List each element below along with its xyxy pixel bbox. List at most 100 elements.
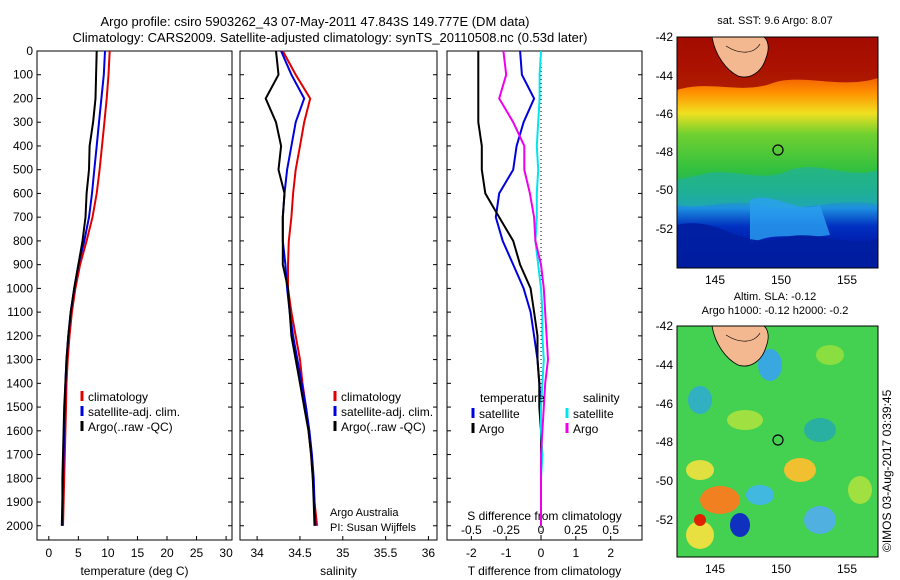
sla-xtick: 155 [837, 562, 857, 576]
sst-xtick: 155 [837, 273, 857, 287]
legend-label: Argo [479, 422, 505, 436]
xtick-top-label: 0.25 [564, 523, 588, 537]
depth-tick-label: 500 [13, 163, 33, 177]
xaxis-label: salinity [320, 564, 357, 578]
depth-tick-label: 1300 [6, 353, 33, 367]
xtick-top-label: 0.5 [602, 523, 619, 537]
legend-label: Argo [573, 422, 599, 436]
profile-panel-1: 34 34.5 35 35.5 36 salinity climatologysatelli… [239, 50, 438, 578]
xtick-label: 1 [572, 546, 579, 560]
tasmania-landmass [711, 37, 769, 78]
sst-map-frame [676, 36, 879, 269]
series-line-argorawqc [264, 50, 316, 526]
xtick-label: 2 [607, 546, 614, 560]
depth-tick-label: 2000 [6, 519, 33, 533]
legend-label: satellite [573, 407, 614, 421]
sla-map-frame [676, 325, 879, 558]
sla-ytick: -42 [656, 319, 674, 333]
depth-tick-label: 1800 [6, 471, 33, 485]
depth-tick-label: 800 [13, 234, 33, 248]
xaxis-top-label: S difference from climatology [467, 509, 622, 523]
sla-ytick: -48 [656, 435, 674, 449]
xtick-label: 0 [45, 546, 52, 560]
depth-tick-label: 1000 [6, 281, 33, 295]
profile-panel-2: -2 -1 0 1 2 T difference from climatology -0.5… [446, 50, 643, 578]
depth-tick-label: 700 [13, 210, 33, 224]
legend-label: satellite [479, 407, 520, 421]
sla-ytick: -46 [656, 397, 674, 411]
depth-tick-label: 300 [13, 115, 33, 129]
figure-title-line1: Argo profile: csiro 5903262_43 07-May-20… [100, 14, 529, 29]
legend-label: climatology [88, 390, 148, 404]
sst-ytick: -46 [656, 107, 674, 121]
depth-tick-label: 1600 [6, 424, 33, 438]
sst-xtick: 150 [771, 273, 791, 287]
depth-tick-label: 900 [13, 258, 33, 272]
xaxis-label: T difference from climatology [468, 564, 622, 578]
depth-tick-label: 1700 [6, 448, 33, 462]
sst-ytick: -48 [656, 145, 674, 159]
profile-plots: 0100200300400500600700800900100011001200… [6, 44, 643, 578]
depth-tick-label: 100 [13, 68, 33, 82]
depth-tick-label: 600 [13, 186, 33, 200]
legend-label: climatology [341, 390, 401, 404]
argo-location-marker [772, 434, 784, 446]
sst-map-title: sat. SST: 9.6 Argo: 8.07 [717, 15, 833, 27]
sst-xtick: 145 [705, 273, 725, 287]
imos-watermark: ©IMOS 03-Aug-2017 03:39:45 [880, 389, 894, 552]
sla-xtick: 145 [705, 562, 725, 576]
depth-tick-label: 400 [13, 139, 33, 153]
depth-tick-label: 1200 [6, 329, 33, 343]
sst-map: sat. SST: 9.6 Argo: 8.07 -42 -44 -46 -48… [656, 15, 879, 287]
plot-frame [36, 50, 233, 541]
sla-map: Altim. SLA: -0.12 Argo h1000: -0.12 h200… [656, 291, 879, 576]
xtick-label: 30 [219, 546, 233, 560]
legend-label: Argo(..raw -QC) [341, 420, 426, 434]
plot-frame [239, 50, 438, 541]
xtick-label: 36 [422, 546, 436, 560]
sla-xtick: 150 [771, 562, 791, 576]
pi-text: PI: Susan Wijffels [330, 522, 416, 534]
sst-ytick: -50 [656, 183, 674, 197]
xtick-label: 15 [131, 546, 145, 560]
figure-title-line2: Climatology: CARS2009. Satellite-adjuste… [73, 30, 588, 45]
xtick-label: 35 [336, 546, 350, 560]
xtick-top-label: 0 [538, 523, 545, 537]
sla-ytick: -44 [656, 358, 674, 372]
sst-ytick: -52 [656, 222, 674, 236]
sst-ytick: -44 [656, 69, 674, 83]
depth-tick-label: 200 [13, 91, 33, 105]
profile-panel-0: 0 100 200 300 400 500 600 700 800 900 1000 1100 1200… [6, 44, 233, 578]
xtick-label: -2 [466, 546, 477, 560]
depth-tick-label: 1500 [6, 400, 33, 414]
sla-map-title: Altim. SLA: -0.12 [734, 291, 817, 303]
sla-ytick: -52 [656, 513, 674, 527]
legend-label: satellite-adj. clim. [341, 405, 433, 419]
xtick-label: 34 [250, 546, 264, 560]
xtick-label: 25 [190, 546, 204, 560]
xtick-label: 5 [75, 546, 82, 560]
xtick-top-label: -0.25 [493, 523, 521, 537]
series-line-argo [498, 50, 550, 526]
series-line-argorawqc [60, 50, 98, 526]
legend-header-temperature: temperature [480, 391, 545, 405]
legend-label: satellite-adj. clim. [88, 405, 180, 419]
xtick-label: -1 [501, 546, 512, 560]
sla-ytick: -50 [656, 474, 674, 488]
depth-tick-label: 1900 [6, 495, 33, 509]
xtick-label: 0 [538, 546, 545, 560]
depth-tick-label: 1400 [6, 376, 33, 390]
xaxis-label: temperature (deg C) [80, 564, 188, 578]
sla-map-subtitle: Argo h1000: -0.12 h2000: -0.2 [702, 305, 849, 317]
series-line-climatology [62, 50, 111, 526]
xtick-top-label: -0.5 [461, 523, 482, 537]
credit-text: Argo Australia [330, 507, 399, 519]
xtick-label: 10 [101, 546, 115, 560]
legend-label: Argo(..raw -QC) [88, 420, 173, 434]
legend-header-salinity: salinity [583, 391, 620, 405]
argo-location-marker [772, 144, 784, 156]
sst-ytick: -42 [656, 30, 674, 44]
depth-tick-label: 1100 [7, 305, 33, 319]
xtick-label: 34.5 [288, 546, 312, 560]
